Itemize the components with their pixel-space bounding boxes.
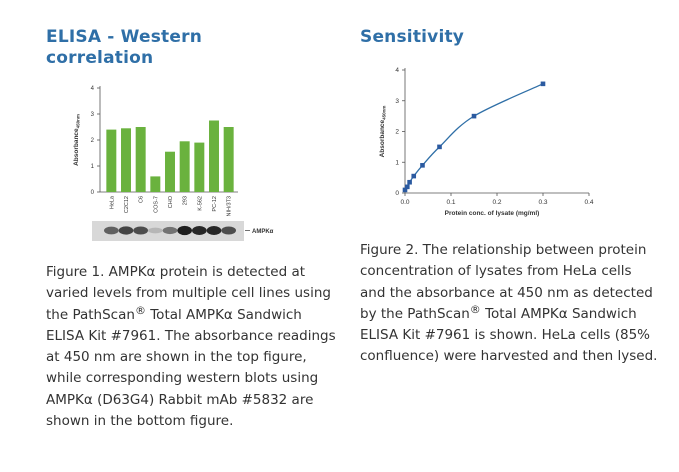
bar-y-axis-label: Absorbance450nm [73, 114, 81, 166]
blot-band [177, 225, 192, 236]
bar-y-tick-label: 1 [91, 164, 95, 170]
blot-band [118, 226, 134, 235]
figure-1-caption-text-2: Total AMPKα Sandwich ELISA Kit #7961. Th… [46, 306, 336, 430]
blot-band [206, 226, 222, 235]
line-point [402, 187, 408, 193]
bar-c6 [135, 127, 146, 192]
figure-2-caption: Figure 2. The relationship between prote… [360, 240, 660, 368]
line-point [471, 113, 477, 119]
bar-category-label: COS-7 [153, 196, 159, 213]
line-y-tick-label: 4 [395, 67, 399, 74]
line-point [411, 173, 417, 179]
bar-category-label: NIH/3T3 [227, 196, 233, 216]
bar-y-tick-label: 3 [91, 112, 95, 118]
bar-category-label: HeLa [109, 195, 115, 209]
line-point [540, 81, 546, 87]
line-point [407, 179, 412, 185]
blot-band [133, 226, 148, 235]
line-x-axis-label: Protein conc. of lysate (mg/ml) [445, 210, 540, 217]
blot-label: AMPKα [252, 229, 274, 235]
blot-band [162, 226, 178, 235]
line-x-tick-label: 0.3 [538, 199, 547, 206]
bar-category-label: C2C12 [124, 196, 130, 213]
elisa-bar-chart: 0 1 2 3 4 Absorbance450nm HeLa C2C12 C6 COS-7 CHO 2… [73, 86, 238, 216]
figure-2-caption-text-2: Total AMPKα Sandwich ELISA Kit #7961 is … [360, 305, 658, 365]
sensitivity-heading: Sensitivity [360, 27, 465, 47]
registered-mark: ® [469, 302, 481, 316]
bar-hela [106, 129, 117, 192]
bar-nih-3t3 [223, 127, 234, 192]
line-y-tick-label: 3 [395, 98, 399, 105]
bar-category-label: 293 [183, 196, 189, 205]
bar-c2c12 [121, 128, 131, 192]
line-point [420, 163, 425, 168]
bar-category-label: C6 [139, 196, 145, 203]
bar-293 [179, 141, 190, 192]
blot-band [104, 226, 119, 235]
bar-y-tick-label: 4 [91, 86, 95, 92]
sensitivity-line-chart: 0 1 2 3 4 0.0 0.1 0.2 0.3 0.4 Protein conc. of lys… [379, 67, 594, 217]
blot-band [221, 226, 237, 235]
figure-1-caption-text: Figure 1. AMPKα protein is detected at v… [46, 264, 331, 323]
bar-category-label: CHO [168, 195, 174, 208]
line-series-curve [404, 83, 544, 191]
bar-y-tick-label: 0 [91, 190, 95, 196]
line-x-tick-label: 0.4 [584, 199, 593, 206]
bar-k-562 [194, 142, 205, 192]
line-point [437, 144, 442, 150]
bar-cho [165, 151, 175, 192]
western-blot: AMPKα [92, 221, 274, 241]
line-x-tick-label: 0.0 [400, 199, 409, 206]
bar-category-label: K-562 [197, 196, 203, 211]
line-x-tick-label: 0.1 [446, 199, 455, 206]
blot-band [192, 226, 207, 235]
line-y-tick-label: 1 [395, 159, 399, 166]
line-y-tick-label: 0 [395, 190, 399, 197]
line-y-axis-label-sub: 450nm [382, 106, 387, 120]
bar-y-axis-label-sub: 450nm [76, 114, 81, 128]
figure-2-caption-text: Figure 2. The relationship between prote… [360, 242, 653, 322]
bar-pc-12 [209, 120, 219, 192]
line-y-axis-label: Absorbance450nm [379, 106, 387, 158]
elisa-western-heading: ELISA - Western correlation [46, 27, 202, 68]
line-x-tick-label: 0.2 [492, 199, 501, 206]
registered-mark: ® [134, 303, 146, 317]
bar-category-label: PC-12 [212, 196, 218, 212]
bar-y-tick-label: 2 [91, 138, 95, 144]
line-y-tick-label: 2 [395, 129, 399, 136]
figure-1-caption: Figure 1. AMPKα protein is detected at v… [46, 262, 344, 432]
bar-cos-7 [150, 176, 161, 192]
line-point [405, 184, 410, 190]
blot-band [148, 227, 163, 234]
